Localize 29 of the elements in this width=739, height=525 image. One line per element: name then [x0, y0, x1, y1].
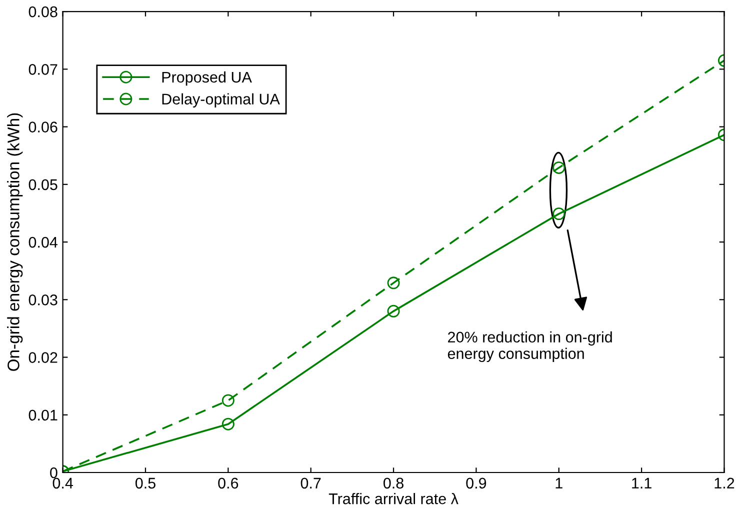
y-tick-label: 0.02: [28, 352, 58, 363]
annotation: 20% reduction in on-grid energy consumption: [448, 331, 612, 362]
point: [387, 276, 400, 290]
x-tick-label: 0.6: [218, 478, 238, 489]
x-tick-label: 0.4: [52, 478, 73, 489]
legend-label: Proposed UA: [162, 71, 252, 86]
point: [552, 161, 566, 174]
y-tick-label: 0.01: [28, 410, 58, 421]
legend-label: Delay-optimal UA: [162, 93, 280, 108]
y-tick-label: 0.07: [28, 64, 58, 75]
x-tick-label: 0.5: [135, 478, 156, 489]
y-tick-label: 0.03: [28, 294, 58, 306]
y-tick-label: 0.06: [28, 122, 58, 132]
x-tick-label: 1.2: [714, 478, 734, 488]
y-tick-label: 0.04: [28, 236, 58, 248]
x-tick-label: 1: [556, 478, 562, 488]
x-tick-label: 0.7: [300, 478, 321, 489]
x-axis-title: Traffic arrival rate λ: [328, 492, 458, 504]
y-axis-title: On-grid energy consumption (kWh): [7, 113, 23, 371]
y-tick-label: 0.05: [28, 179, 58, 190]
point: [387, 304, 400, 318]
x-tick-label: 0.9: [466, 478, 486, 489]
x-tick-label: 0.8: [383, 478, 404, 489]
point: [552, 208, 566, 220]
point: [222, 418, 234, 430]
y-tick-label: 0.08: [28, 6, 58, 18]
x-tick-label: 1.1: [632, 478, 652, 488]
point: [222, 394, 234, 407]
y-tick-label: 0: [50, 467, 58, 478]
